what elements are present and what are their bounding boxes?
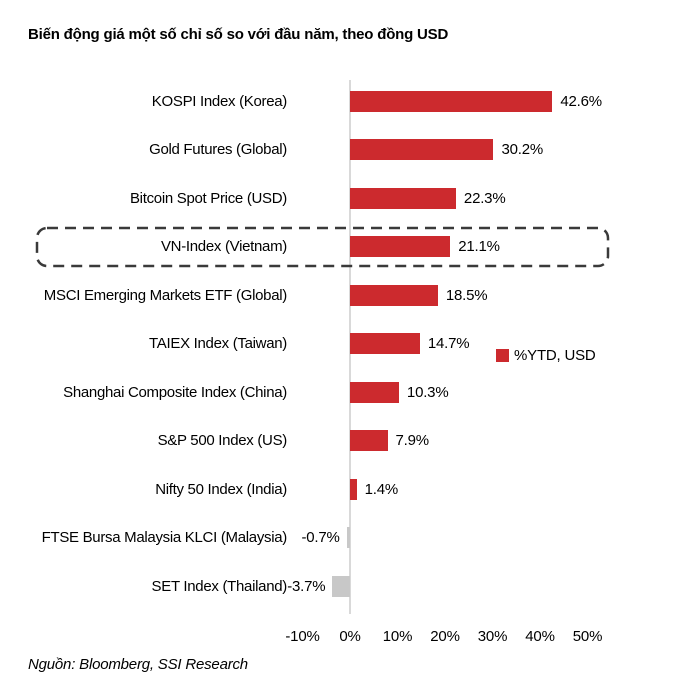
value-label: 18.5% bbox=[445, 286, 488, 304]
category-label: FTSE Bursa Malaysia KLCI (Malaysia) bbox=[41, 529, 288, 547]
legend-swatch-icon bbox=[496, 349, 509, 362]
x-tick-label: 10% bbox=[382, 628, 413, 645]
x-tick-label: -10% bbox=[285, 628, 320, 645]
category-label: Bitcoin Spot Price (USD) bbox=[129, 189, 287, 207]
bar bbox=[350, 284, 438, 306]
value-label: 22.3% bbox=[463, 189, 506, 207]
category-label: Shanghai Composite Index (China) bbox=[63, 383, 287, 401]
value-label: 7.9% bbox=[395, 432, 430, 450]
x-tick-label: 50% bbox=[572, 628, 603, 645]
chart-title: Biến động giá một số chỉ số so với đầu n… bbox=[28, 26, 449, 43]
x-tick-label: 40% bbox=[525, 628, 555, 645]
bar bbox=[350, 90, 553, 112]
value-label: 21.1% bbox=[458, 238, 500, 256]
value-label: 30.2% bbox=[501, 141, 543, 159]
category-label: Nifty 50 Index (India) bbox=[155, 480, 287, 498]
category-label: MSCI Emerging Markets ETF (Global) bbox=[43, 286, 288, 304]
value-label: -3.7% bbox=[287, 578, 326, 595]
bar bbox=[350, 381, 399, 403]
value-label: -0.7% bbox=[301, 529, 340, 547]
bar bbox=[350, 236, 451, 258]
category-label: VN-Index (Vietnam) bbox=[160, 238, 287, 256]
value-label: 14.7% bbox=[427, 335, 470, 353]
category-label: Gold Futures (Global) bbox=[149, 141, 287, 159]
bar bbox=[332, 576, 350, 597]
x-tick-label: 20% bbox=[430, 628, 460, 645]
value-label: 1.4% bbox=[364, 480, 399, 498]
bar bbox=[346, 527, 350, 549]
bar bbox=[350, 333, 420, 355]
value-label: 42.6% bbox=[560, 92, 602, 110]
category-label: TAIEX Index (Taiwan) bbox=[149, 335, 287, 353]
legend-label: %YTD, USD bbox=[514, 347, 596, 364]
bar bbox=[350, 478, 357, 500]
category-label: KOSPI Index (Korea) bbox=[151, 92, 288, 110]
category-label: SET Index (Thailand) bbox=[151, 578, 288, 595]
legend: %YTD, USD bbox=[496, 347, 596, 364]
source-note: Nguồn: Bloomberg, SSI Research bbox=[28, 656, 248, 673]
value-label: 10.3% bbox=[406, 383, 449, 401]
x-tick-label: 0% bbox=[339, 628, 361, 645]
x-tick-label: 30% bbox=[477, 628, 508, 645]
category-label: S&P 500 Index (US) bbox=[157, 432, 288, 450]
bar bbox=[350, 187, 456, 209]
bar bbox=[350, 430, 388, 452]
bar bbox=[350, 139, 494, 161]
